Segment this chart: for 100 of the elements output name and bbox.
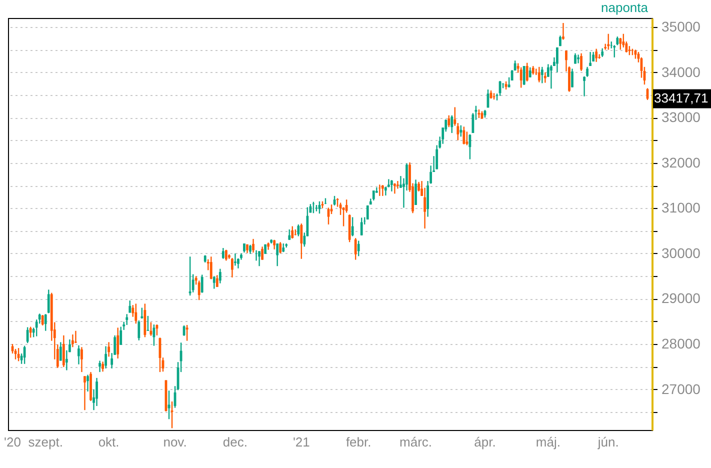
x-tick-label: febr. [346, 434, 372, 450]
candlestick [279, 242, 282, 254]
candlestick [580, 52, 582, 72]
candlestick [460, 124, 462, 138]
y-tick-label: 30000 [662, 244, 701, 261]
candlestick [468, 134, 472, 160]
candlestick [126, 313, 128, 326]
candlestick [450, 114, 454, 134]
candlestick [98, 360, 101, 373]
x-tick-label: jún. [596, 434, 619, 450]
candlestick [562, 22, 564, 40]
candlestick [44, 313, 47, 332]
x-tick-label: '21 [292, 434, 310, 450]
candlestick [102, 361, 104, 372]
candlestick [448, 114, 450, 128]
candlestick [258, 250, 260, 267]
candlestick [188, 256, 192, 296]
candlestick [224, 249, 228, 262]
candlestick [234, 252, 236, 266]
candlestick [146, 315, 150, 332]
candlestick [390, 179, 393, 192]
x-tick-label: szept. [28, 434, 63, 450]
candlestick [360, 217, 363, 236]
candlestick [414, 179, 417, 206]
candlestick [366, 204, 369, 220]
candlestick [619, 37, 622, 50]
candlestick [230, 257, 234, 278]
y-tick-label: 34000 [662, 64, 701, 80]
candlestick [462, 126, 466, 145]
candlestick [571, 68, 574, 88]
candlestick [168, 390, 170, 420]
candlestick [128, 300, 132, 314]
candlestick [29, 326, 32, 338]
candlestick [342, 206, 345, 227]
candlestick [520, 66, 522, 88]
candlestick [116, 327, 120, 360]
x-tick-label: nov. [163, 434, 187, 450]
candlestick [218, 268, 222, 284]
candlestick [330, 204, 333, 215]
candlestick [23, 345, 26, 364]
candlestick [528, 66, 532, 78]
candlestick [74, 330, 77, 344]
candlestick [38, 313, 41, 324]
candlestick [41, 314, 44, 326]
candlestick [276, 242, 279, 267]
candlestick [592, 51, 595, 62]
candlestick [613, 44, 616, 58]
candlestick [62, 334, 65, 368]
candlestick [104, 346, 108, 370]
text: 33417,71 [654, 90, 708, 106]
candlestick [210, 256, 212, 280]
candlestick [249, 244, 252, 254]
candlestick [354, 237, 357, 260]
candlestick [418, 181, 420, 192]
y-tick-label: 27000 [662, 380, 701, 397]
x-tick-label: dec. [222, 434, 248, 450]
candlestick [212, 275, 216, 290]
candlestick [170, 400, 174, 429]
y-tick-label: 28000 [662, 335, 701, 352]
candlestick [86, 374, 89, 392]
candlestick [622, 33, 625, 48]
candlestick [634, 49, 637, 60]
x-tick-label: márc. [400, 434, 432, 450]
candlestick [544, 72, 546, 84]
text: naponta [601, 0, 649, 15]
candlestick [96, 377, 98, 407]
candlestick [138, 320, 140, 341]
candlestick [108, 342, 110, 358]
candlestick [381, 184, 384, 197]
candlestick [47, 289, 50, 314]
candlestick [526, 62, 528, 82]
candlestick [550, 64, 552, 90]
candlestick [300, 222, 303, 260]
candlestick [357, 240, 360, 257]
candlestick [120, 326, 122, 346]
candlestick [237, 258, 240, 269]
candlestick [26, 326, 29, 344]
candlestick [200, 274, 204, 294]
candlestick [598, 54, 601, 60]
x-tick-label: '20 [4, 434, 21, 450]
candlestick [78, 344, 80, 365]
candlestick [540, 66, 544, 84]
candlestick [222, 247, 224, 260]
candlestick [288, 228, 291, 240]
candlestick [72, 334, 74, 348]
y-tick-label: 29000 [662, 290, 701, 306]
candlestick [134, 303, 138, 324]
candlestick [84, 376, 86, 411]
candlestick [456, 122, 460, 141]
y-tick-label: 31000 [662, 200, 701, 216]
candlestick [522, 65, 526, 86]
candlestick [291, 226, 294, 240]
candlestick [297, 224, 300, 237]
candlestick [261, 246, 264, 260]
candlestick [538, 66, 540, 83]
y-tick-label: 35000 [662, 18, 701, 35]
x-tick-label: máj. [536, 434, 560, 450]
candlestick [396, 180, 399, 190]
candlestick [589, 51, 592, 67]
candlestick [466, 131, 468, 146]
